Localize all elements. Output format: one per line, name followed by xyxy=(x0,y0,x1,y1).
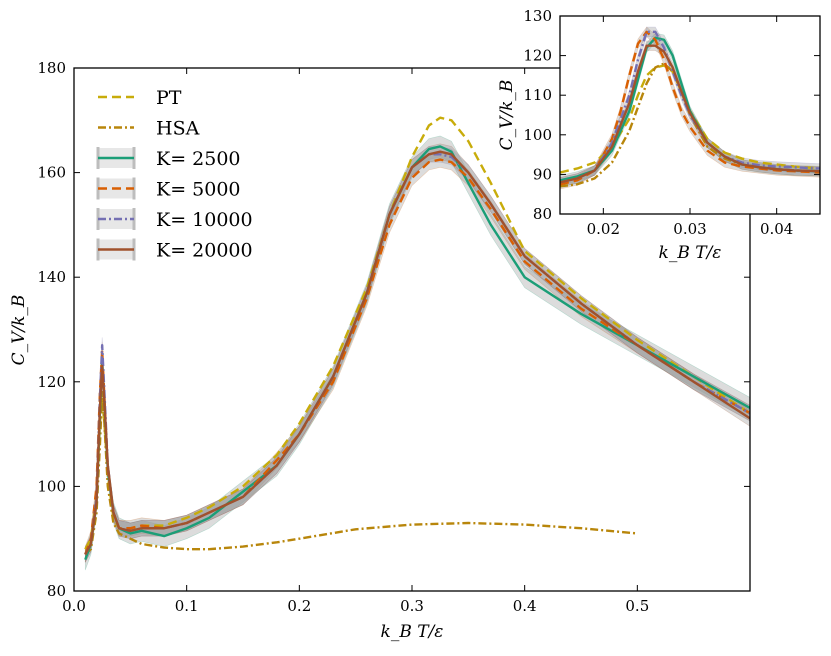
inset-axis-ticks: 0.02 0.03 0.04 80 90 100 110 120 130 xyxy=(523,7,820,238)
main-y-axis-label: C_V/k_B xyxy=(9,295,29,366)
main-y-tick-label: 180 xyxy=(37,59,66,77)
main-x-tick-label: 0.1 xyxy=(175,597,199,615)
main-band-k-20000 xyxy=(84,143,750,563)
main-x-tick-label: 0.4 xyxy=(513,597,537,615)
main-x-tick-label: 0.0 xyxy=(62,597,86,615)
main-line-hsa xyxy=(84,391,638,556)
inset-line-k-20000 xyxy=(560,44,820,184)
inset-x-tick-label: 0.02 xyxy=(587,220,620,238)
legend-entry-k-20000: K= 20000 xyxy=(96,238,253,262)
legend-label: PT xyxy=(156,87,182,109)
main-y-tick-label: 80 xyxy=(47,582,66,600)
main-line-pt xyxy=(84,116,750,550)
legend-entry-k-10000: K= 10000 xyxy=(96,208,253,231)
inset-x-tick-label: 0.03 xyxy=(673,220,706,238)
main-x-axis-label: k_B T/ε xyxy=(381,622,444,642)
inset-y-axis-label: C_V/k_B xyxy=(497,80,517,151)
inset-y-tick-label: 90 xyxy=(533,165,552,183)
main-y-tick-label: 160 xyxy=(37,164,66,182)
legend-label: HSA xyxy=(156,118,200,140)
legend-entry-pt: PT xyxy=(98,87,182,109)
legend-label: K= 10000 xyxy=(156,209,253,231)
inset-y-tick-label: 110 xyxy=(523,86,552,104)
main-axis-ticks: 0.0 0.1 0.2 0.3 0.4 0.5 80 100 120 140 160 180 xyxy=(37,59,750,615)
main-confidence-bands xyxy=(84,135,750,571)
main-band-k-10000 xyxy=(84,146,750,563)
main-x-tick-label: 0.2 xyxy=(287,597,311,615)
main-x-tick-label: 0.3 xyxy=(400,597,424,615)
main-band-k-5000 xyxy=(84,151,750,563)
main-band-k-2500 xyxy=(84,135,750,571)
main-y-tick-label: 140 xyxy=(37,268,66,286)
legend-entry-k-2500: K= 2500 xyxy=(96,147,241,170)
inset-line-k-10000 xyxy=(560,30,820,184)
inset-x-tick-label: 0.04 xyxy=(760,220,793,238)
inset-chart: 0.02 0.03 0.04 80 90 100 110 120 130 k_B T/ε C_V… xyxy=(497,7,821,263)
main-series-lines xyxy=(84,116,750,561)
inset-series-lines xyxy=(560,30,820,188)
main-y-tick-label: 100 xyxy=(37,477,66,495)
legend-entry-hsa: HSA xyxy=(98,118,200,140)
main-y-tick-label: 120 xyxy=(37,373,66,391)
main-x-tick-label: 0.5 xyxy=(625,597,649,615)
inset-y-tick-label: 100 xyxy=(523,126,552,144)
inset-y-tick-label: 80 xyxy=(533,205,552,223)
inset-y-tick-label: 120 xyxy=(523,47,552,65)
legend-label: K= 20000 xyxy=(156,240,253,262)
main-line-k-20000 xyxy=(84,150,750,555)
legend-label: K= 2500 xyxy=(156,148,241,170)
legend: PT HSA K= 2500 K= 5000 K= 10000 K= 20000 xyxy=(96,87,253,262)
main-chart: 0.0 0.1 0.2 0.3 0.4 0.5 80 100 120 140 160 180 k_B … xyxy=(9,59,751,642)
legend-entry-k-5000: K= 5000 xyxy=(96,177,241,201)
legend-label: K= 5000 xyxy=(156,179,241,201)
inset-x-axis-label: k_B T/ε xyxy=(659,243,722,263)
inset-y-tick-label: 130 xyxy=(523,7,552,25)
inset-line-k-5000 xyxy=(560,30,820,186)
